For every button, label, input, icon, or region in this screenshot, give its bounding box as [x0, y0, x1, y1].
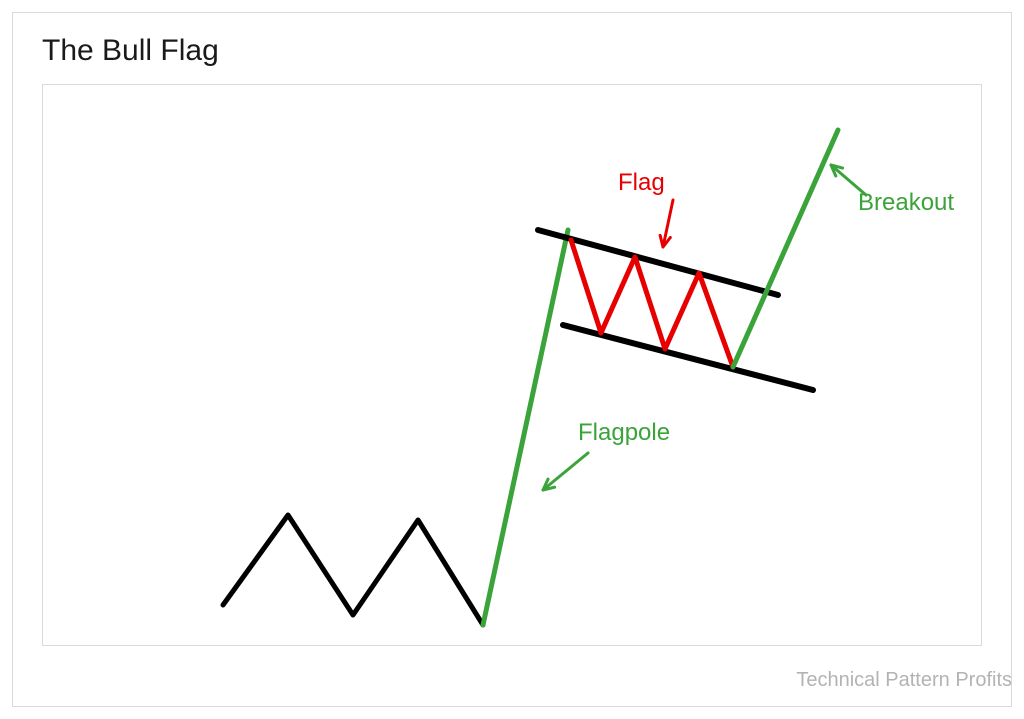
flag-label: Flag: [618, 169, 665, 196]
chart-frame: Flag Breakout Flagpole: [42, 84, 982, 646]
flagpole-label: Flagpole: [578, 419, 670, 446]
breakout-label-arrow: [831, 165, 866, 195]
base-zigzag: [223, 515, 483, 625]
bull-flag-diagram: Flag Breakout Flagpole: [43, 85, 983, 647]
flag-channel-top: [538, 230, 778, 295]
breakout-line: [733, 130, 838, 367]
flag-label-arrow: [660, 200, 673, 247]
flagpole-line: [483, 230, 568, 625]
breakout-label: Breakout: [858, 189, 954, 216]
footer-attribution: Technical Pattern Profits: [762, 669, 1012, 692]
flagpole-label-arrow: [543, 453, 588, 490]
diagram-title: The Bull Flag: [42, 34, 219, 68]
